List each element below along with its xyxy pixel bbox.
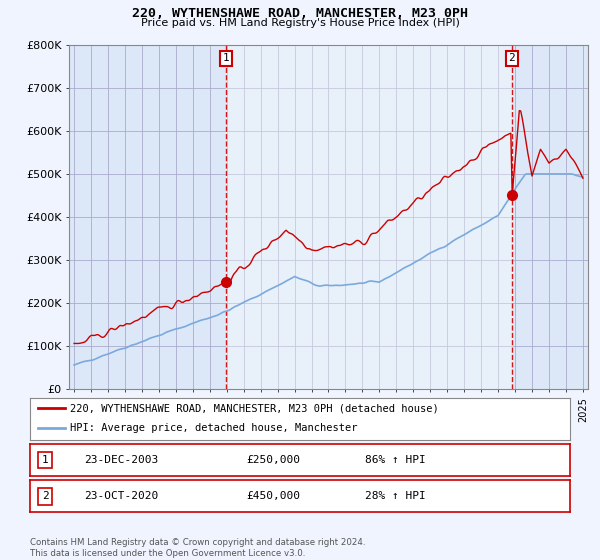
Text: Price paid vs. HM Land Registry's House Price Index (HPI): Price paid vs. HM Land Registry's House … [140, 18, 460, 28]
Text: 28% ↑ HPI: 28% ↑ HPI [365, 492, 425, 501]
Text: 86% ↑ HPI: 86% ↑ HPI [365, 455, 425, 465]
Text: 23-DEC-2003: 23-DEC-2003 [84, 455, 158, 465]
Text: 1: 1 [223, 53, 230, 63]
Text: HPI: Average price, detached house, Manchester: HPI: Average price, detached house, Manc… [71, 423, 358, 433]
Text: Contains HM Land Registry data © Crown copyright and database right 2024.
This d: Contains HM Land Registry data © Crown c… [30, 538, 365, 558]
Text: £450,000: £450,000 [246, 492, 300, 501]
Bar [226, 45, 512, 389]
Text: 2: 2 [42, 492, 49, 501]
Text: 2: 2 [508, 53, 515, 63]
Text: 1: 1 [42, 455, 49, 465]
Text: 220, WYTHENSHAWE ROAD, MANCHESTER, M23 0PH: 220, WYTHENSHAWE ROAD, MANCHESTER, M23 0… [132, 7, 468, 20]
Text: £250,000: £250,000 [246, 455, 300, 465]
Text: 220, WYTHENSHAWE ROAD, MANCHESTER, M23 0PH (detached house): 220, WYTHENSHAWE ROAD, MANCHESTER, M23 0… [71, 403, 439, 413]
Text: 23-OCT-2020: 23-OCT-2020 [84, 492, 158, 501]
